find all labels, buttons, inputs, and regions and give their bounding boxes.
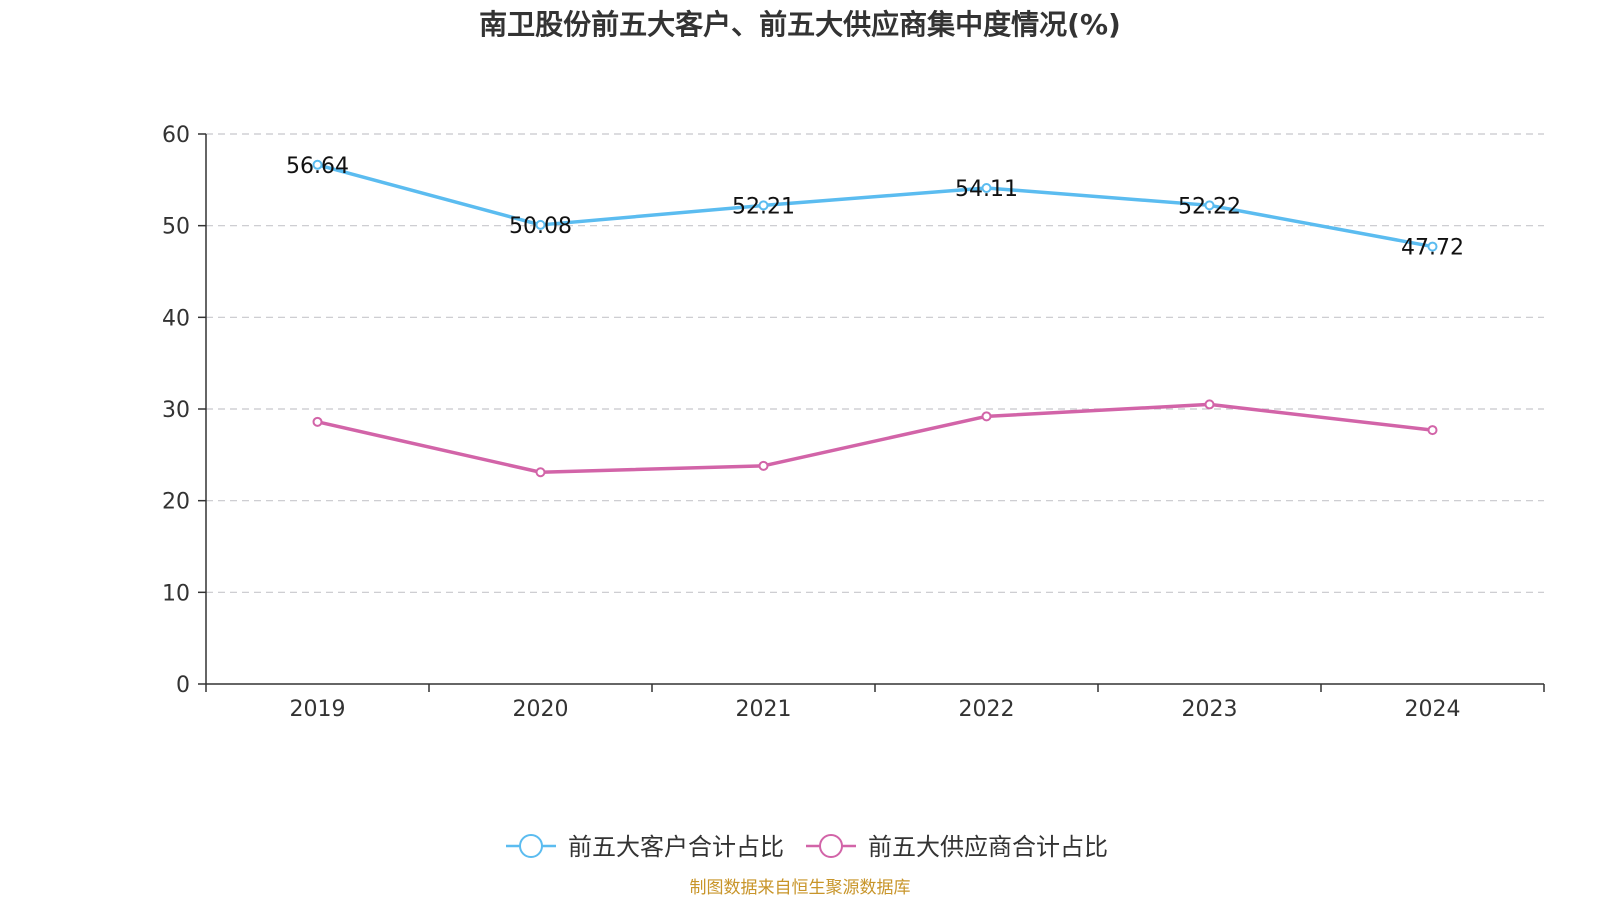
legend-item-1[interactable]: 前五大客户合计占比 — [506, 833, 784, 861]
y-tick-label: 10 — [162, 581, 190, 606]
y-tick-label: 0 — [176, 673, 190, 698]
data-point[interactable] — [758, 200, 769, 211]
legend-item-2[interactable]: 前五大供应商合计占比 — [806, 833, 1108, 861]
data-point[interactable] — [535, 219, 546, 230]
legend-label: 前五大供应商合计占比 — [868, 833, 1108, 861]
legend-label: 前五大客户合计占比 — [568, 833, 784, 861]
series-2 — [312, 399, 1438, 478]
chart-title: 南卫股份前五大客户、前五大供应商集中度情况(%) — [479, 8, 1121, 41]
grid-lines — [206, 133, 1544, 593]
series-group: 56.64 50.08 52.21 54.11 52.22 47.72 — [286, 154, 1464, 478]
y-tick-label: 20 — [162, 490, 190, 515]
data-point[interactable] — [981, 411, 992, 422]
data-point[interactable] — [1204, 200, 1215, 211]
data-label: 52.21 — [732, 194, 795, 219]
x-axis-ticks: 2019 2020 2021 2022 2023 2024 — [205, 684, 1545, 722]
y-tick-label: 60 — [162, 123, 190, 148]
legend-marker-icon — [519, 834, 543, 858]
legend[interactable]: 前五大客户合计占比 前五大供应商合计占比 — [506, 833, 1108, 861]
data-label: 47.72 — [1401, 236, 1464, 261]
data-point[interactable] — [312, 159, 323, 170]
y-tick-label: 40 — [162, 306, 190, 331]
x-tick-label: 2020 — [513, 697, 569, 722]
y-tick-label: 50 — [162, 215, 190, 240]
data-label: 52.22 — [1178, 194, 1241, 219]
y-tick-label: 30 — [162, 398, 190, 423]
x-tick-label: 2023 — [1182, 697, 1238, 722]
x-tick-label: 2022 — [959, 697, 1015, 722]
legend-marker-icon — [819, 834, 843, 858]
x-tick-label: 2019 — [290, 697, 346, 722]
data-point[interactable] — [535, 467, 546, 478]
series-1: 56.64 50.08 52.21 54.11 52.22 47.72 — [286, 154, 1464, 261]
y-axis-ticks: 0 10 20 30 40 50 60 — [162, 123, 206, 698]
data-label: 54.11 — [955, 177, 1018, 202]
x-tick-label: 2021 — [736, 697, 792, 722]
data-point[interactable] — [1204, 399, 1215, 410]
series-line — [317, 163, 1433, 249]
data-point[interactable] — [1427, 241, 1438, 252]
source-note: 制图数据来自恒生聚源数据库 — [690, 878, 911, 898]
data-point[interactable] — [981, 182, 992, 193]
data-label: 56.64 — [286, 154, 349, 179]
data-point[interactable] — [1427, 425, 1438, 436]
series-line — [317, 402, 1433, 474]
axes — [205, 134, 1544, 685]
data-point[interactable] — [758, 460, 769, 471]
data-label: 50.08 — [509, 214, 572, 239]
x-tick-label: 2024 — [1405, 697, 1461, 722]
data-point[interactable] — [312, 416, 323, 427]
